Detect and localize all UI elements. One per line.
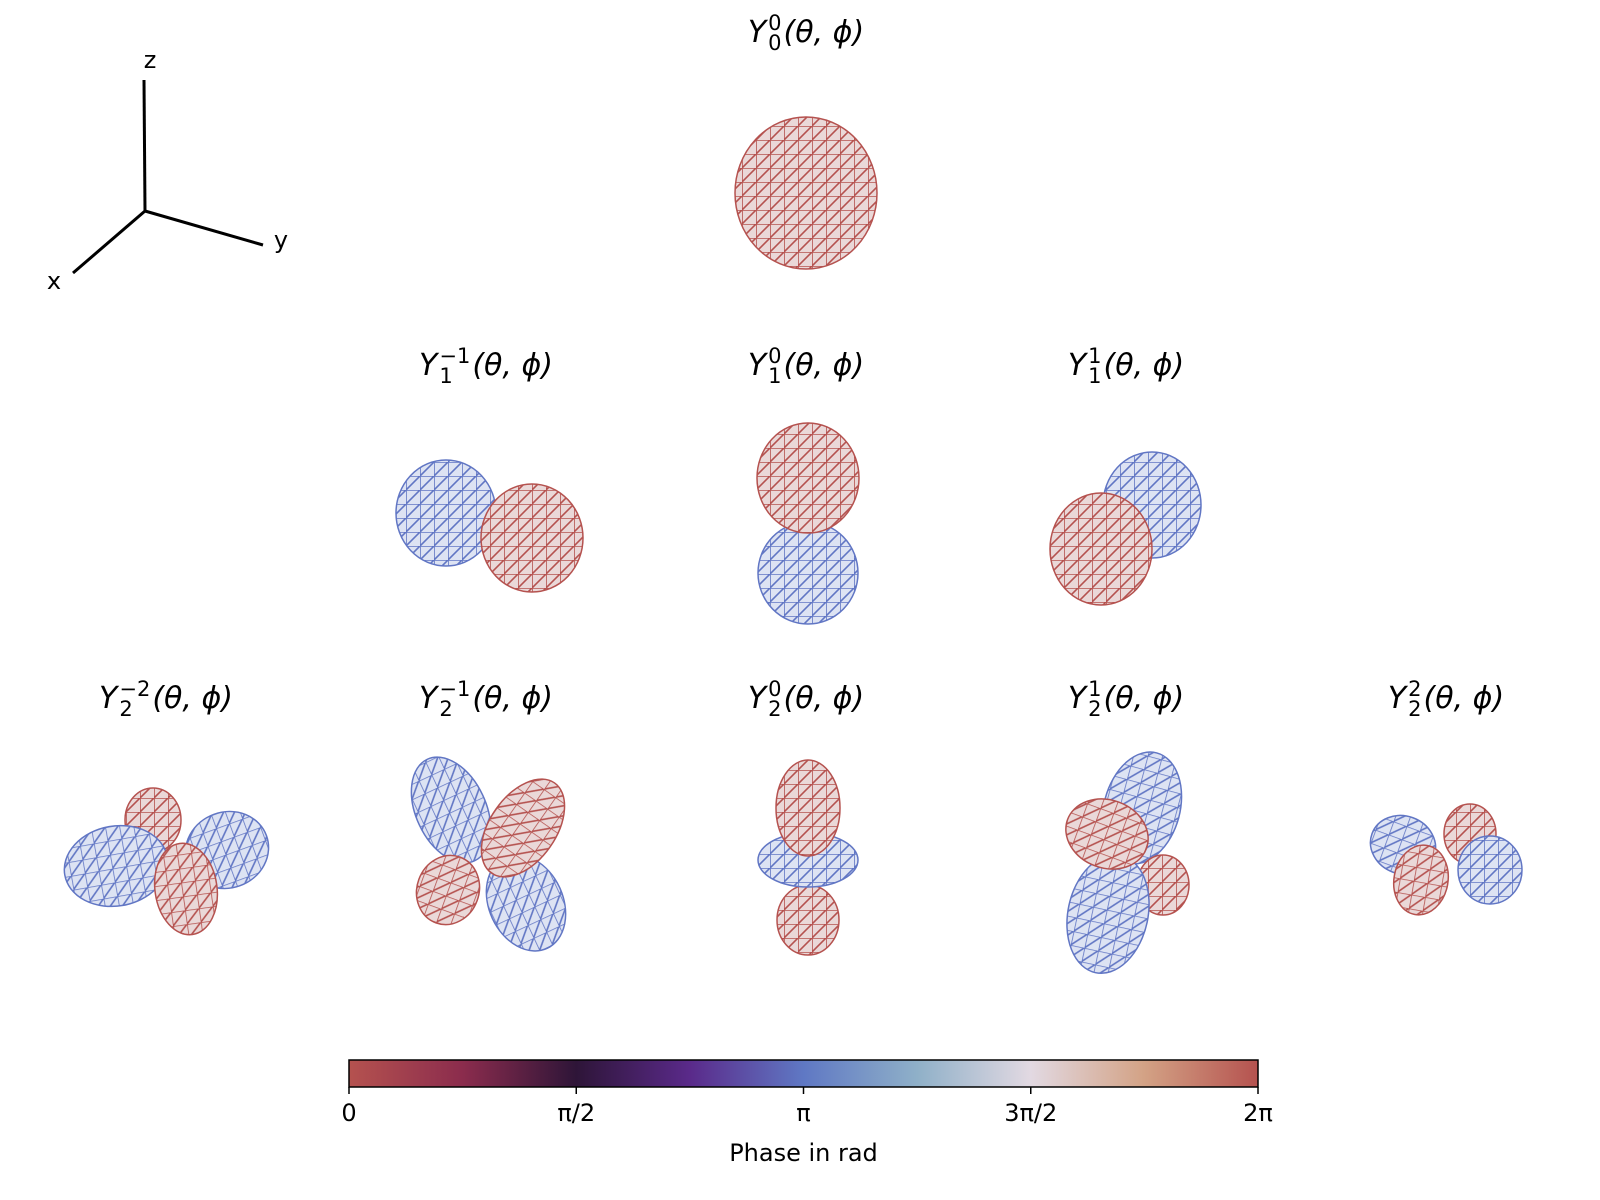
title-subscript: 1 <box>768 364 781 388</box>
title-subscript: 1 <box>1088 364 1101 388</box>
tick-label: π/2 <box>557 1099 595 1127</box>
panel-title: Y 12 (θ, ϕ) <box>1068 677 1184 721</box>
panel-title: Y 00 (θ, ϕ) <box>748 11 864 55</box>
title-symbol: Y <box>419 348 440 383</box>
title-superscript: 0 <box>768 677 781 701</box>
title-superscript: 0 <box>768 344 781 368</box>
title-superscript: −1 <box>439 677 470 701</box>
title-superscript: 1 <box>1088 677 1101 701</box>
title-subscript: 0 <box>768 31 781 55</box>
title-subscript: 2 <box>1408 697 1421 721</box>
title-symbol: Y <box>748 15 769 50</box>
title-args: (θ, ϕ) <box>784 681 865 716</box>
panel-title: Y 01 (θ, ϕ) <box>748 344 864 388</box>
lobe <box>775 759 841 857</box>
colorbar-gradient <box>348 1059 1259 1088</box>
title-subscript: 2 <box>1088 697 1101 721</box>
lobe <box>1049 492 1153 606</box>
title-symbol: Y <box>748 681 769 716</box>
tick-label: 0 <box>341 1099 356 1127</box>
panel-title: Y −12 (θ, ϕ) <box>419 677 553 721</box>
panel-title: Y 02 (θ, ϕ) <box>748 677 864 721</box>
title-args: (θ, ϕ) <box>1424 681 1505 716</box>
axis-label: y <box>274 226 288 254</box>
panel-titles: Y 00 (θ, ϕ)Y −11 (θ, ϕ) Y 01 (θ, ϕ) Y 11 (θ, ϕ)Y −2… <box>99 11 1504 721</box>
title-subscript: 1 <box>439 364 452 388</box>
panel-title: Y −22 (θ, ϕ) <box>99 677 233 721</box>
z-axis <box>142 79 147 212</box>
axis-label: x <box>47 267 61 295</box>
title-superscript: 2 <box>1408 677 1421 701</box>
title-args: (θ, ϕ) <box>1104 681 1185 716</box>
title-superscript: −1 <box>439 344 470 368</box>
title-subscript: 2 <box>768 697 781 721</box>
orbitals <box>63 116 1523 975</box>
lobe <box>734 116 878 270</box>
title-symbol: Y <box>748 348 769 383</box>
lobe <box>776 884 840 956</box>
lobe <box>1392 844 1450 916</box>
title-symbol: Y <box>1068 681 1089 716</box>
lobe <box>153 842 219 936</box>
lobe <box>395 459 497 567</box>
lobe <box>757 521 859 625</box>
panel-title: Y 22 (θ, ϕ) <box>1388 677 1504 721</box>
title-superscript: 1 <box>1088 344 1101 368</box>
title-symbol: Y <box>1388 681 1409 716</box>
lobe <box>480 483 584 593</box>
lobe <box>410 756 492 864</box>
lobe <box>415 854 481 926</box>
tick-label: 2π <box>1243 1099 1273 1127</box>
colorbar: 0 π/2 π 3π/2 2π Phase in rad <box>341 1059 1273 1167</box>
lobe <box>1065 798 1149 870</box>
axis-label: z <box>144 46 157 74</box>
title-superscript: −2 <box>119 677 150 701</box>
title-args: (θ, ϕ) <box>472 348 553 383</box>
title-args: (θ, ϕ) <box>1104 348 1185 383</box>
title-symbol: Y <box>1068 348 1089 383</box>
tick-label: 3π/2 <box>1004 1099 1057 1127</box>
title-superscript: 0 <box>768 11 781 35</box>
colorbar-label: Phase in rad <box>729 1139 878 1167</box>
title-symbol: Y <box>99 681 120 716</box>
title-args: (θ, ϕ) <box>784 15 865 50</box>
title-symbol: Y <box>419 681 440 716</box>
axes-glyph <box>72 79 264 275</box>
x-axis <box>72 209 146 275</box>
lobe <box>480 778 566 878</box>
title-args: (θ, ϕ) <box>152 681 233 716</box>
tick-label: π <box>796 1099 810 1127</box>
title-subscript: 2 <box>439 697 452 721</box>
panel-title: Y 11 (θ, ϕ) <box>1068 344 1184 388</box>
title-args: (θ, ϕ) <box>472 681 553 716</box>
title-args: (θ, ϕ) <box>784 348 865 383</box>
lobe <box>756 422 860 534</box>
y-axis <box>144 209 264 247</box>
title-subscript: 2 <box>119 697 132 721</box>
panel-title: Y −11 (θ, ϕ) <box>419 344 553 388</box>
lobe <box>1457 835 1523 905</box>
